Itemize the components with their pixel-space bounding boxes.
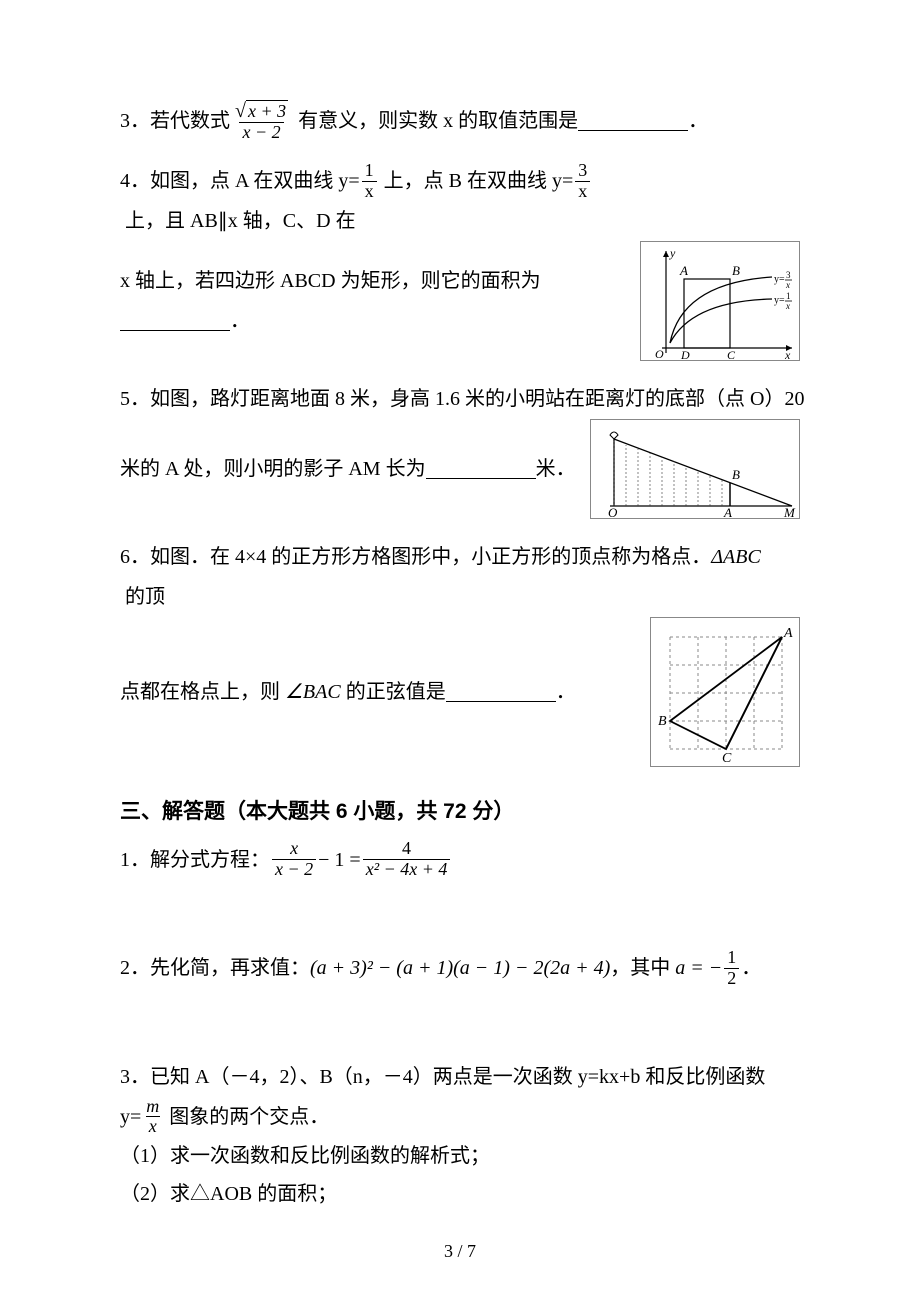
- s3-q2-frac: 1 2: [724, 948, 739, 989]
- p6-period: ．: [556, 672, 576, 712]
- svg-text:M: M: [783, 505, 796, 517]
- s3-q2-period: ．: [741, 948, 761, 988]
- p4-figure: A B O D C x y y= 3 x y= 1 x: [640, 241, 800, 361]
- svg-text:y: y: [669, 246, 676, 260]
- svg-text:C: C: [727, 348, 736, 359]
- svg-text:x: x: [785, 280, 790, 290]
- s3-q3: 3．已知 A（－4，2）、B（n，－4）两点是一次函数 y=kx+b 和反比例函…: [120, 1057, 800, 1214]
- svg-text:y=: y=: [774, 295, 785, 306]
- p4-frac2-num: 3: [575, 161, 590, 181]
- s3-q3-frac: m x: [143, 1097, 162, 1138]
- p6-angle: ∠BAC: [285, 672, 341, 712]
- svg-text:x: x: [784, 348, 791, 359]
- p5-figure: O A B M: [590, 419, 800, 519]
- svg-text:O: O: [655, 347, 664, 359]
- s3-q2: 2．先化简，再求值： (a + 3)² − (a + 1)(a − 1) − 2…: [120, 948, 800, 989]
- problem-6: 6．如图．在 4×4 的正方形方格图形中，小正方形的顶点称为格点． ΔABC 的…: [120, 537, 800, 767]
- s3-q3-sub1: （1）求一次函数和反比例函数的解析式；: [120, 1137, 800, 1175]
- svg-text:C: C: [722, 751, 732, 765]
- p6-svg: A B C: [652, 619, 798, 765]
- svg-text:3: 3: [786, 270, 791, 280]
- s3-q1-lhs-num: x: [287, 839, 301, 859]
- p6-l2-prefix: 点都在格点上，则: [120, 672, 285, 712]
- p4-blank: [120, 311, 230, 331]
- s3-q1-rhs-den: x² − 4x + 4: [363, 859, 451, 880]
- p6-grid-expr: 4×4: [235, 537, 266, 577]
- svg-text:B: B: [732, 467, 740, 482]
- s3-q1-lhs-den: x − 2: [272, 859, 316, 880]
- s3-q1-minus1: − 1 =: [318, 840, 361, 880]
- p4-frac2-den: x: [575, 181, 590, 202]
- s3-q2-prefix: 2．先化简，再求值：: [120, 948, 310, 988]
- p3-blank: [578, 111, 688, 131]
- p4-mid2: 上，且 AB∥x 轴，C、D 在: [120, 201, 356, 241]
- p3-sqrt-inner: x + 3: [246, 100, 288, 121]
- p4-l1-prefix: 4．如图，点 A 在双曲线: [120, 161, 338, 201]
- p4-period: ．: [230, 301, 250, 341]
- page-footer: 3 / 7: [0, 1241, 920, 1262]
- p4-frac1: 1 x: [362, 161, 377, 202]
- s3-q2-expr: (a + 3)² − (a + 1)(a − 1) − 2(2a + 4): [310, 948, 610, 988]
- p6-l1-end: 的顶: [120, 577, 165, 617]
- s3-q1-prefix: 1．解分式方程：: [120, 840, 270, 880]
- p4-mid1: 上，点 B 在双曲线: [379, 161, 552, 201]
- s3-q3-frac-den: x: [146, 1116, 160, 1137]
- svg-text:A: A: [783, 626, 793, 641]
- p3-fraction: √x + 3 x − 2: [232, 100, 291, 143]
- p5-unit: 米．: [536, 449, 576, 489]
- s3-q3-sub2: （2）求△AOB 的面积；: [120, 1175, 800, 1213]
- p3-prefix: 3．若代数式: [120, 101, 230, 141]
- svg-text:B: B: [658, 714, 667, 729]
- section-3-header: 三、解答题（本大题共 6 小题，共 72 分）: [120, 795, 800, 825]
- problem-3: 3．若代数式 √x + 3 x − 2 有意义，则实数 x 的取值范围是 ．: [120, 100, 800, 143]
- p4-yeq2: y=: [552, 161, 573, 201]
- s3-q1-lhs-frac: x x − 2: [272, 839, 316, 880]
- s3-q2-frac-den: 2: [724, 968, 739, 989]
- svg-text:B: B: [732, 263, 740, 278]
- p5-l1: 5．如图，路灯距离地面 8 米，身高 1.6 米的小明站在距离灯的底部（点 O）…: [120, 379, 804, 419]
- svg-text:y=: y=: [774, 274, 785, 285]
- s3-q1-rhs-num: 4: [399, 839, 414, 859]
- svg-text:x: x: [785, 301, 790, 311]
- p5-svg: O A B M: [592, 421, 798, 517]
- s3-q1-rhs-frac: 4 x² − 4x + 4: [363, 839, 451, 880]
- problem-5: 5．如图，路灯距离地面 8 米，身高 1.6 米的小明站在距离灯的底部（点 O）…: [120, 379, 800, 519]
- s3-q2-mid: ，其中: [610, 948, 675, 988]
- spacer-1: [120, 898, 800, 948]
- p6-l1-suffix: 的正方形方格图形中，小正方形的顶点称为格点．: [266, 537, 711, 577]
- s3-q3-l1: 3．已知 A（－4，2）、B（n，－4）两点是一次函数 y=kx+b 和反比例函…: [120, 1057, 765, 1097]
- s3-q3-l2-suffix: 图象的两个交点．: [164, 1097, 329, 1137]
- p3-suffix: 有意义，则实数 x 的取值范围是: [293, 101, 578, 141]
- p5-blank: [426, 459, 536, 479]
- p6-l2-suffix: 的正弦值是: [341, 672, 446, 712]
- page-container: 3．若代数式 √x + 3 x − 2 有意义，则实数 x 的取值范围是 ． 4…: [0, 0, 920, 1302]
- s3-q2-aeq: a = −: [675, 948, 722, 988]
- spacer-2: [120, 1007, 800, 1057]
- p5-l2-prefix: 米的 A 处，则小明的影子 AM 长为: [120, 449, 426, 489]
- svg-text:A: A: [723, 505, 732, 517]
- p4-yeq1: y=: [338, 161, 359, 201]
- svg-text:D: D: [680, 348, 690, 359]
- p6-l1-prefix: 6．如图．在: [120, 537, 235, 577]
- p4-frac1-num: 1: [362, 161, 377, 181]
- p6-blank: [446, 682, 556, 702]
- p4-frac1-den: x: [362, 181, 377, 202]
- p6-figure: A B C: [650, 617, 800, 767]
- s3-q1: 1．解分式方程： x x − 2 − 1 = 4 x² − 4x + 4: [120, 839, 800, 880]
- svg-text:A: A: [679, 263, 688, 278]
- p4-l2-prefix: x 轴上，若四边形 ABCD 为矩形，则它的面积为: [120, 261, 541, 301]
- p3-den: x − 2: [239, 122, 283, 143]
- s3-q3-frac-num: m: [143, 1097, 162, 1117]
- svg-text:1: 1: [786, 291, 791, 301]
- s3-q2-frac-num: 1: [724, 948, 739, 968]
- svg-text:O: O: [608, 505, 618, 517]
- p4-frac2: 3 x: [575, 161, 590, 202]
- p6-triangle: ΔABC: [711, 537, 761, 577]
- p3-period: ．: [688, 101, 708, 141]
- p4-svg: A B O D C x y y= 3 x y= 1 x: [642, 243, 798, 359]
- s3-q3-l2-prefix: y=: [120, 1097, 141, 1137]
- problem-4: 4．如图，点 A 在双曲线 y= 1 x 上，点 B 在双曲线 y= 3 x 上…: [120, 161, 800, 362]
